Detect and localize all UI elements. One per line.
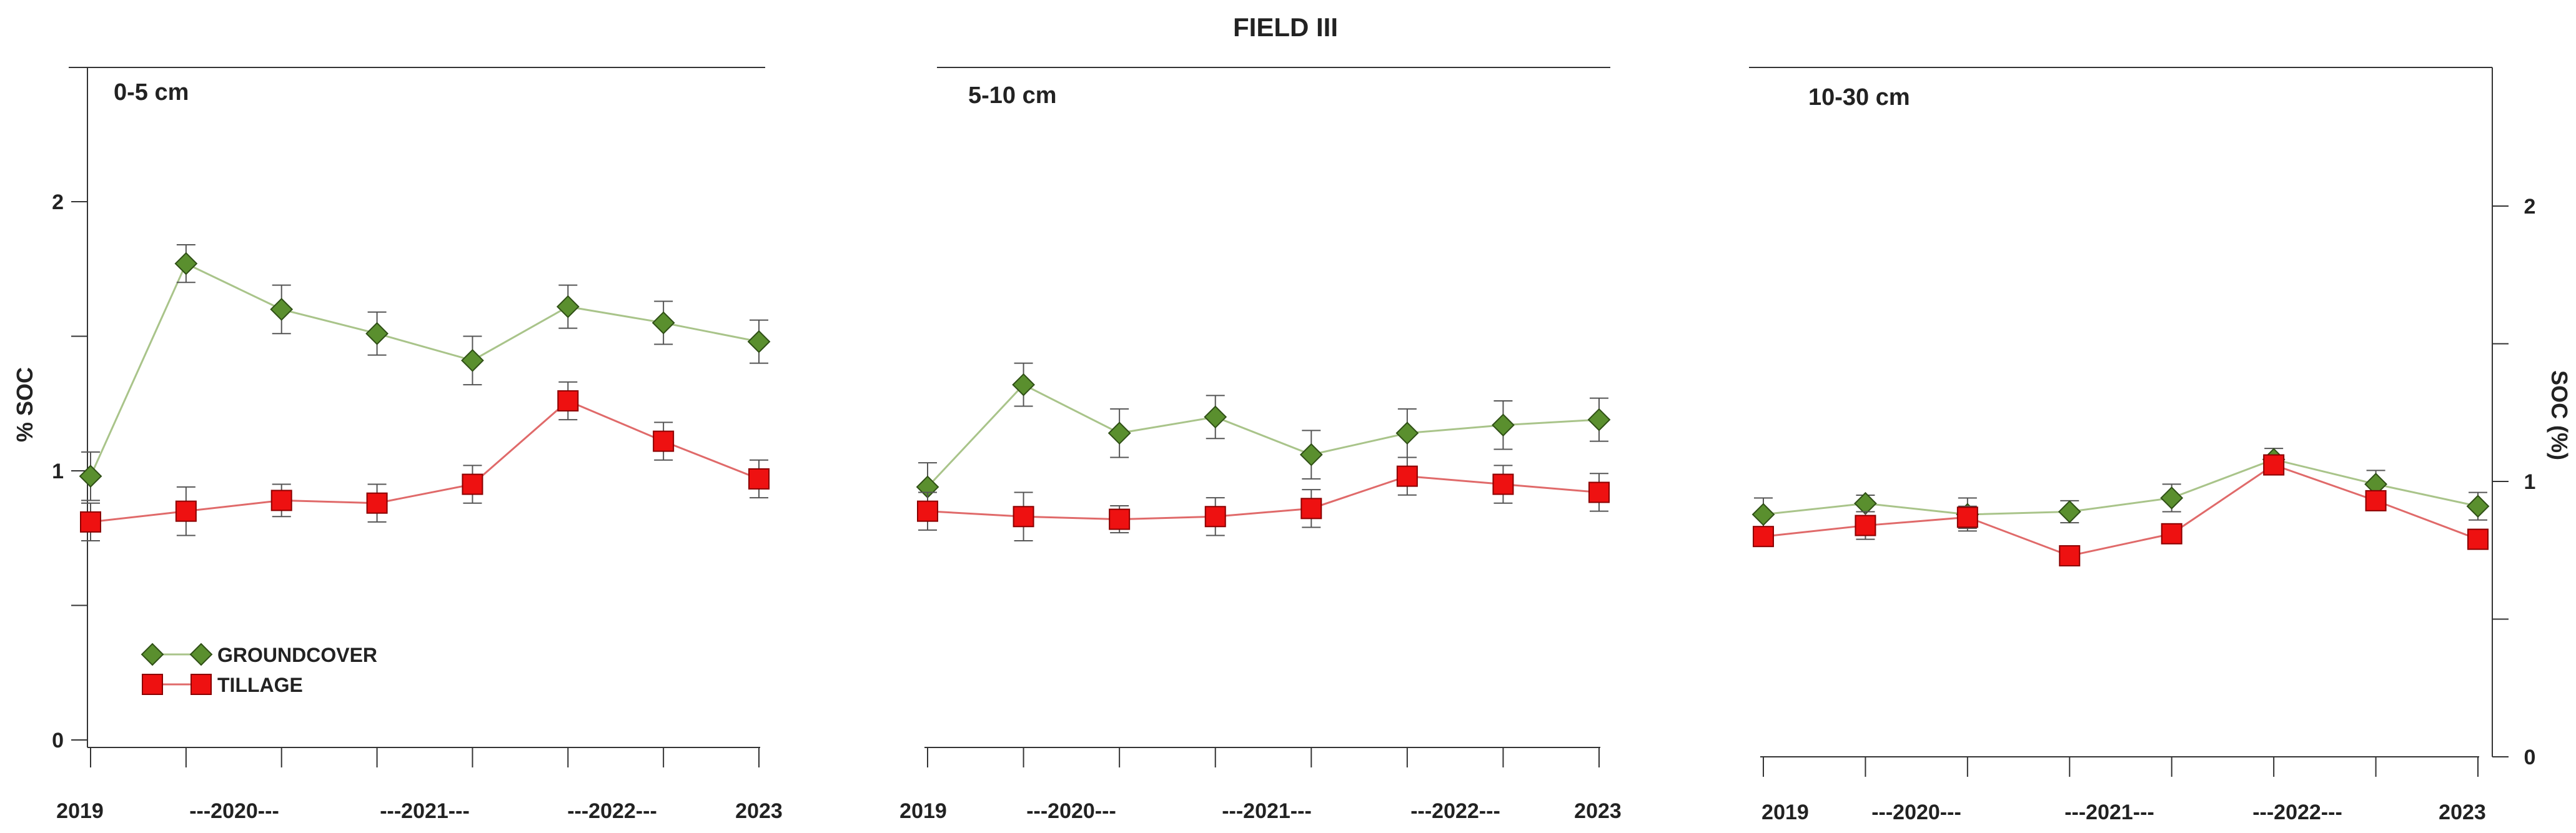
y-tick-label: 2 bbox=[52, 190, 64, 214]
chart-panels: 0-5 cm 0 1 2 2019 ---2020--- ---2021--- ---2022… bbox=[52, 67, 2535, 824]
tillage-point bbox=[175, 500, 197, 522]
y-tick-label: 0 bbox=[52, 729, 64, 752]
groundcover-point bbox=[2160, 486, 2184, 510]
legend: GROUNDCOVER TILLAGE bbox=[141, 643, 377, 696]
tillage-point bbox=[1300, 498, 1322, 520]
tillage-point bbox=[1492, 473, 1514, 495]
y-axis-label-left: % SOC bbox=[12, 367, 37, 442]
tillage-point bbox=[1855, 515, 1876, 536]
legend-tillage-marker bbox=[191, 674, 212, 695]
groundcover-point bbox=[651, 311, 675, 335]
legend-groundcover-label: GROUNDCOVER bbox=[217, 644, 377, 666]
x-tick-label: 2019 bbox=[1761, 801, 1809, 824]
tillage-point bbox=[2467, 528, 2489, 550]
x-tick-label: ---2021--- bbox=[1222, 799, 1312, 823]
groundcover-point bbox=[2364, 473, 2387, 496]
tillage-point bbox=[748, 468, 770, 490]
groundcover-point bbox=[1751, 503, 1775, 526]
groundcover-point bbox=[1492, 413, 1515, 437]
legend-groundcover-marker bbox=[189, 643, 213, 666]
tillage-point bbox=[80, 511, 101, 533]
x-tick-label: 2023 bbox=[1574, 799, 1622, 823]
x-tick-label: ---2022--- bbox=[2252, 801, 2342, 824]
groundcover-point bbox=[174, 252, 198, 275]
y-axis-label-right: SOC (%) bbox=[2547, 370, 2572, 460]
tillage-series-line bbox=[927, 475, 1600, 521]
groundcover-point bbox=[1107, 421, 1131, 445]
tillage-point bbox=[1204, 506, 1226, 528]
groundcover-point bbox=[556, 295, 580, 318]
x-tick-label: 2023 bbox=[2439, 801, 2486, 824]
groundcover-point bbox=[461, 348, 484, 372]
groundcover-point bbox=[1012, 373, 1035, 397]
tillage-series-line bbox=[1763, 463, 2479, 557]
x-tick-label: 2019 bbox=[56, 799, 104, 823]
tillage-point bbox=[1013, 506, 1034, 528]
tillage-point bbox=[366, 492, 388, 514]
x-tick-label: ---2021--- bbox=[2064, 801, 2154, 824]
x-tick-label: 2019 bbox=[899, 799, 947, 823]
x-tick-label: ---2020--- bbox=[1871, 801, 1961, 824]
groundcover-point bbox=[1854, 491, 1877, 515]
groundcover-point bbox=[270, 298, 294, 321]
tillage-point bbox=[270, 490, 292, 511]
y-tick-label: 2 bbox=[2524, 195, 2536, 219]
tillage-point bbox=[1753, 526, 1774, 548]
tillage-point bbox=[1109, 508, 1131, 530]
x-tick-label: ---2022--- bbox=[1410, 799, 1500, 823]
tillage-point bbox=[917, 500, 938, 522]
tillage-point bbox=[557, 390, 579, 412]
groundcover-point bbox=[1299, 443, 1323, 466]
panel-label: 0-5 cm bbox=[114, 79, 189, 106]
y-tick-label: 1 bbox=[2524, 470, 2536, 494]
groundcover-point bbox=[747, 330, 771, 353]
tillage-point bbox=[1396, 465, 1418, 487]
x-tick-label: ---2021--- bbox=[380, 799, 470, 823]
tillage-point bbox=[1956, 506, 1978, 528]
groundcover-point bbox=[2058, 500, 2081, 523]
groundcover-point bbox=[1395, 421, 1419, 445]
chart-title: FIELD III bbox=[1233, 12, 1338, 42]
panel-label: 10-30 cm bbox=[1808, 84, 1910, 111]
x-tick-label: ---2022--- bbox=[567, 799, 657, 823]
groundcover-point bbox=[365, 322, 389, 345]
groundcover-series-line bbox=[1763, 458, 2479, 516]
legend-groundcover-marker bbox=[141, 643, 164, 666]
y-tick-label: 1 bbox=[52, 460, 64, 483]
tillage-point bbox=[2365, 490, 2387, 511]
groundcover-series-line bbox=[926, 383, 1600, 488]
tillage-point bbox=[2059, 545, 2081, 567]
legend-tillage-label: TILLAGE bbox=[217, 674, 303, 696]
x-tick-label: ---2020--- bbox=[189, 799, 279, 823]
tillage-point bbox=[653, 430, 675, 452]
groundcover-point bbox=[79, 465, 102, 488]
legend-tillage-marker bbox=[142, 674, 163, 695]
x-tick-label: 2023 bbox=[735, 799, 783, 823]
groundcover-series-line bbox=[89, 262, 760, 477]
groundcover-point bbox=[2466, 495, 2490, 518]
tillage-series-line bbox=[90, 400, 760, 523]
tillage-point bbox=[2161, 523, 2182, 545]
groundcover-point bbox=[1204, 405, 1227, 429]
tillage-point bbox=[2263, 454, 2285, 476]
tillage-point bbox=[1588, 481, 1610, 503]
x-tick-label: ---2020--- bbox=[1026, 799, 1116, 823]
groundcover-point bbox=[1587, 408, 1611, 431]
tillage-point bbox=[462, 473, 483, 495]
panel-label: 5-10 cm bbox=[968, 82, 1057, 109]
y-tick-label: 0 bbox=[2524, 746, 2536, 769]
